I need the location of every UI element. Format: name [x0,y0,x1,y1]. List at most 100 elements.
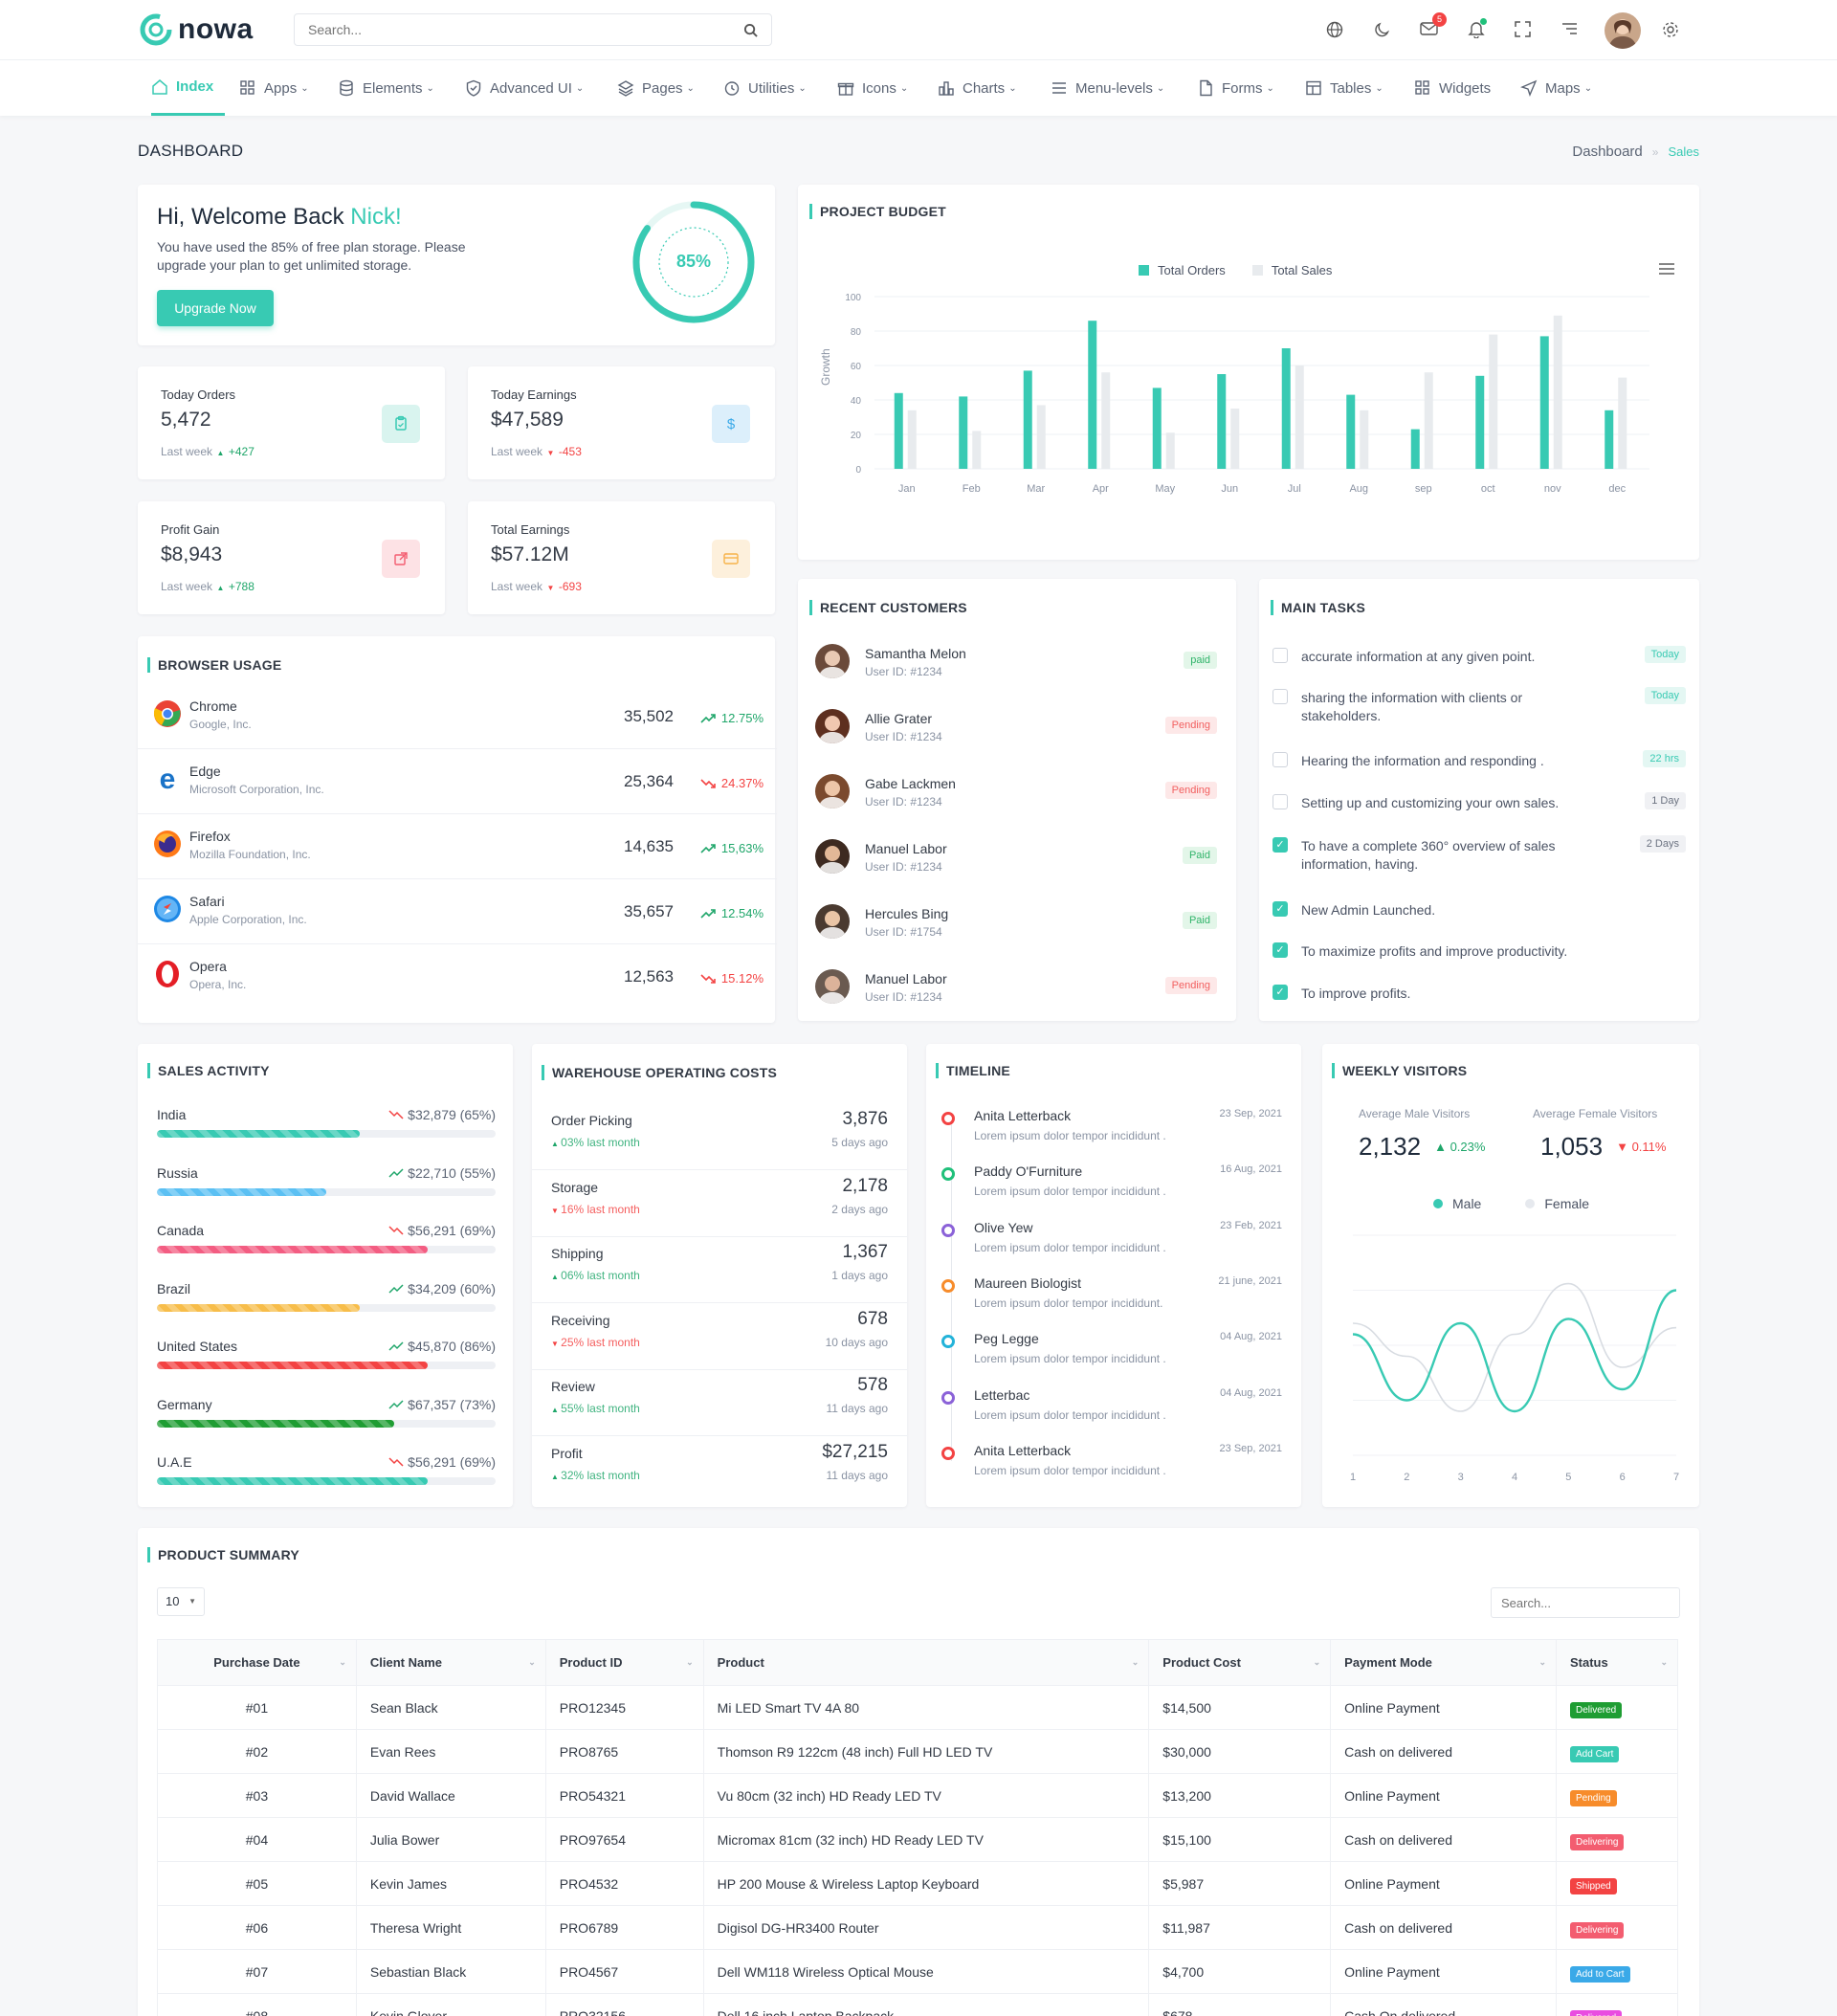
breadcrumb-dashboard[interactable]: Dashboard [1572,144,1643,160]
user-avatar[interactable] [1605,12,1641,49]
bar-total-sales[interactable] [1489,334,1498,469]
bar-total-sales[interactable] [1295,366,1304,469]
sort-icon[interactable]: ⌄ [339,1657,346,1667]
sort-icon[interactable]: ⌄ [1131,1657,1140,1667]
bar-total-orders[interactable] [1539,336,1549,469]
bar-total-sales[interactable] [1618,377,1627,469]
line-female[interactable] [1352,1282,1677,1412]
search-box[interactable] [294,13,772,46]
globe-icon[interactable] [1326,21,1343,38]
nav-item-pages[interactable]: Pages ⌄ [617,60,695,116]
task-checkbox[interactable] [1273,752,1288,767]
column-header-client-name[interactable]: Client Name ⌄ [355,1639,546,1686]
bar-total-orders[interactable] [1281,348,1291,469]
sidebar-toggle-icon[interactable] [1561,22,1578,35]
task-item[interactable]: accurate information at any given point.… [1273,646,1686,686]
sort-icon[interactable]: ⌄ [1660,1657,1668,1667]
search-icon[interactable] [743,23,758,37]
nav-item-tables[interactable]: Tables ⌄ [1305,60,1383,116]
table-row[interactable]: #08 Kevin Glover PRO32156 Dell 16 inch Lapt… [157,1993,1678,2016]
bar-total-orders[interactable] [1152,388,1162,469]
task-item[interactable]: ✓ To improve profits. [1273,985,1686,1023]
chart-menu-icon[interactable] [1659,263,1674,275]
column-header-status[interactable]: Status ⌄ [1556,1639,1678,1686]
browser-row-chrome[interactable]: Chrome Google, Inc. 35,502 12.75% [138,684,777,749]
nav-item-index[interactable]: Index [151,60,226,116]
timeline-item[interactable]: Paddy O'Furniture Lorem ipsum dolor tempo… [926,1163,1301,1206]
timeline-item[interactable]: Olive Yew Lorem ipsum dolor tempor incidi… [926,1220,1301,1262]
column-header-product-id[interactable]: Product ID ⌄ [544,1639,704,1686]
bar-total-orders[interactable] [1346,394,1356,469]
timeline-item[interactable]: Peg Legge Lorem ipsum dolor tempor incidi… [926,1331,1301,1373]
table-row[interactable]: #06 Theresa Wright PRO6789 Digisol DG-HR340… [157,1905,1678,1950]
brand-logo[interactable]: nowa [140,13,254,46]
settings-gear-icon[interactable] [1662,21,1679,38]
bar-total-sales[interactable] [907,410,917,469]
bar-total-orders[interactable] [894,392,903,469]
moon-icon[interactable] [1374,21,1391,38]
browser-row-edge[interactable]: e Edge Microsoft Corporation, Inc. 25,364 24… [138,749,777,814]
table-search-input[interactable] [1491,1587,1680,1618]
notification-button[interactable] [1468,18,1487,38]
column-header-product-cost[interactable]: Product Cost ⌄ [1148,1639,1332,1686]
legend-male[interactable]: Male [1433,1196,1481,1211]
sort-icon[interactable]: ⌄ [1538,1657,1546,1667]
task-checkbox[interactable] [1273,689,1288,704]
bar-total-sales[interactable] [1360,410,1369,469]
bar-total-orders[interactable] [1088,321,1097,469]
table-row[interactable]: #04 Julia Bower PRO97654 Micromax 81cm (32 … [157,1817,1678,1862]
sort-icon[interactable]: ⌄ [528,1657,536,1667]
legend-total-orders[interactable]: Total Orders [1139,263,1226,277]
customer-row[interactable]: Manuel Labor User ID: #1234 Pending [798,962,1238,1027]
breadcrumb-sales[interactable]: Sales [1668,144,1699,159]
task-checkbox[interactable]: ✓ [1273,985,1288,1000]
task-item[interactable]: sharing the information with clients or … [1273,687,1686,727]
task-item[interactable]: ✓ To have a complete 360° overview of sal… [1273,835,1686,875]
task-item[interactable]: Setting up and customizing your own sale… [1273,792,1686,832]
task-checkbox[interactable] [1273,648,1288,663]
nav-item-utilities[interactable]: Utilities ⌄ [723,60,807,116]
nav-item-widgets[interactable]: Widgets [1414,60,1491,116]
timeline-item[interactable]: Anita Letterback Lorem ipsum dolor tempor… [926,1443,1301,1485]
table-row[interactable]: #01 Sean Black PRO12345 Mi LED Smart TV 4A … [157,1685,1678,1730]
bar-total-orders[interactable] [959,396,968,469]
customer-row[interactable]: Samantha Melon User ID: #1234 paid [798,636,1238,701]
bar-total-sales[interactable] [972,431,982,469]
bar-total-sales[interactable] [1036,405,1046,469]
bar-total-sales[interactable] [1101,372,1111,469]
bar-total-sales[interactable] [1165,432,1175,469]
table-row[interactable]: #03 David Wallace PRO54321 Vu 80cm (32 inch… [157,1773,1678,1818]
search-input[interactable] [295,14,716,45]
browser-row-firefox[interactable]: Firefox Mozilla Foundation, Inc. 14,635 15,… [138,814,777,879]
task-item[interactable]: ✓ To maximize profits and improve product… [1273,942,1686,981]
timeline-item[interactable]: Letterbac Lorem ipsum dolor tempor incidi… [926,1387,1301,1429]
line-male[interactable] [1352,1289,1677,1413]
nav-item-charts[interactable]: Charts ⌄ [938,60,1017,116]
bar-total-orders[interactable] [1605,410,1614,469]
column-header-product[interactable]: Product ⌄ [702,1639,1150,1686]
column-header-purchase-date[interactable]: Purchase Date ⌄ [157,1639,357,1686]
table-row[interactable]: #05 Kevin James PRO4532 HP 200 Mouse & Wire… [157,1861,1678,1906]
mail-button[interactable]: 5 [1420,12,1447,38]
bar-total-sales[interactable] [1424,372,1433,469]
customer-row[interactable]: Hercules Bing User ID: #1754 Paid [798,897,1238,962]
bar-total-orders[interactable] [1023,370,1032,469]
customer-row[interactable]: Manuel Labor User ID: #1234 Paid [798,831,1238,897]
table-row[interactable]: #07 Sebastian Black PRO4567 Dell WM118 Wire… [157,1949,1678,1994]
nav-item-forms[interactable]: Forms ⌄ [1197,60,1274,116]
task-checkbox[interactable]: ✓ [1273,901,1288,917]
customer-row[interactable]: Allie Grater User ID: #1234 Pending [798,701,1238,766]
nav-item-apps[interactable]: Apps ⌄ [239,60,309,116]
customer-row[interactable]: Gabe Lackmen User ID: #1234 Pending [798,766,1238,831]
nav-item-icons[interactable]: Icons ⌄ [837,60,908,116]
upgrade-now-button[interactable]: Upgrade Now [157,290,274,326]
table-row[interactable]: #02 Evan Rees PRO8765 Thomson R9 122cm (48 … [157,1729,1678,1774]
bar-total-orders[interactable] [1410,429,1420,469]
timeline-item[interactable]: Maureen Biologist Lorem ipsum dolor tempo… [926,1275,1301,1318]
bar-total-sales[interactable] [1230,409,1240,469]
timeline-item[interactable]: Anita Letterback Lorem ipsum dolor tempor… [926,1108,1301,1150]
nav-item-advanced-ui[interactable]: Advanced UI ⌄ [465,60,584,116]
bar-total-orders[interactable] [1475,375,1485,469]
sort-icon[interactable]: ⌄ [686,1657,694,1667]
task-item[interactable]: Hearing the information and responding .… [1273,750,1686,790]
